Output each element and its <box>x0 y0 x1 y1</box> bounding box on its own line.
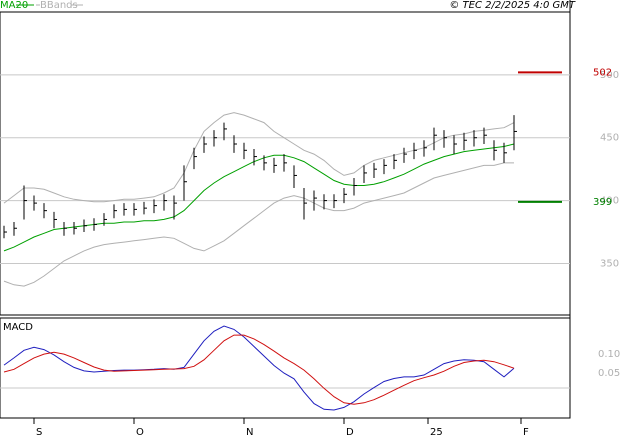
y-tick-label: 500 <box>600 70 619 81</box>
y-tick-label: 450 <box>600 133 619 144</box>
x-tick-label: F <box>523 427 529 438</box>
macd-title: MACD <box>3 322 33 333</box>
x-tick-label: 25 <box>430 427 443 438</box>
macd-line <box>3 334 515 405</box>
ma-line <box>3 143 515 252</box>
x-tick-label: S <box>36 427 42 438</box>
y-tick-label: 350 <box>600 258 619 269</box>
copyright: © TEC 2/2/2025 4:0 GMT <box>449 0 576 11</box>
price-panel <box>0 11 571 316</box>
y-tick-label: 400 <box>600 196 619 207</box>
x-tick-label: N <box>246 427 253 438</box>
level-label: 399 <box>593 197 612 208</box>
macd-line <box>3 325 515 411</box>
legend-label: MA20 <box>0 0 28 11</box>
macd-tick-label: 0.10 <box>598 349 620 360</box>
level-label: 502 <box>593 67 612 78</box>
x-tick-label: O <box>136 427 144 438</box>
band-line <box>3 162 514 287</box>
legend-label: BBands <box>40 0 78 11</box>
x-tick-label: D <box>346 427 354 438</box>
band-line <box>3 112 515 204</box>
macd-panel <box>0 317 571 419</box>
macd-tick-label: 0.05 <box>598 368 620 379</box>
